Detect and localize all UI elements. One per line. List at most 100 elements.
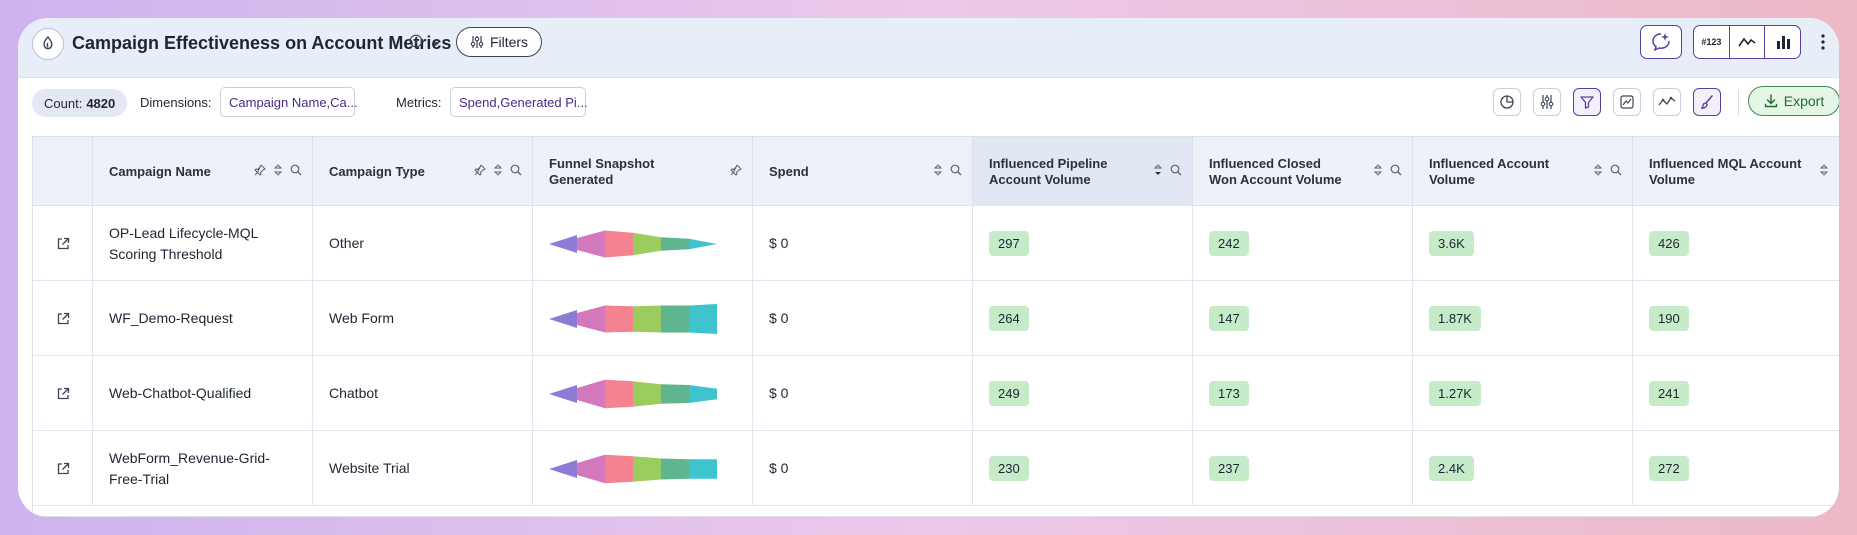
download-icon [1764, 94, 1777, 108]
influenced-mql-cell: 241 [1633, 356, 1839, 431]
external-link-icon[interactable] [56, 462, 70, 476]
sort-icon[interactable] [1594, 164, 1602, 176]
funnel-stage [605, 230, 633, 257]
filters-label: Filters [489, 34, 529, 50]
table-row[interactable]: WF_Demo-Request Web Form $ 0 264 147 1.87K 190 [33, 281, 1839, 356]
info-icon[interactable] [409, 34, 423, 53]
funnel-stage [661, 383, 689, 404]
pin-icon[interactable] [474, 164, 486, 176]
funnel-stage [633, 232, 661, 255]
external-link-icon[interactable] [56, 387, 70, 401]
metric-badge: 2.4K [1429, 456, 1474, 481]
pin-icon[interactable] [730, 164, 742, 176]
metrics-value: Spend,Generated Pi... [459, 94, 588, 110]
search-icon[interactable] [1390, 164, 1402, 176]
more-options-icon[interactable] [1816, 27, 1830, 57]
cell-text: Web Form [329, 310, 395, 326]
funnel-stage [605, 454, 633, 483]
chart-settings-icon[interactable] [1613, 88, 1641, 116]
campaign-type-cell: Other [313, 206, 533, 281]
sort-icon[interactable] [934, 164, 942, 176]
search-icon[interactable] [1610, 164, 1622, 176]
sort-icon[interactable] [1374, 164, 1382, 176]
visualization-switcher: #123 [1693, 25, 1801, 59]
metric-badge: 297 [989, 231, 1029, 256]
campaign-type-cell: Web Form [313, 281, 533, 356]
spend-cell: $ 0 [753, 206, 973, 281]
number-view-button[interactable]: #123 [1694, 26, 1730, 58]
pin-icon[interactable] [254, 164, 266, 176]
spend-cell: $ 0 [753, 431, 973, 506]
metrics-select[interactable]: Spend,Generated Pi... [450, 87, 588, 117]
metric-badge: 272 [1649, 456, 1689, 481]
filter-icon[interactable] [1573, 88, 1601, 116]
external-link-icon[interactable] [56, 237, 70, 251]
table-row[interactable]: WebForm_Revenue-Grid-Free-Trial Website T… [33, 431, 1839, 506]
data-table: Campaign Name Campaign Type Funnel Snaps… [32, 136, 1839, 517]
trend-line-icon[interactable] [1653, 88, 1681, 116]
header-cell-influenced-pipeline[interactable]: Influenced Pipeline Account Volume [973, 137, 1193, 206]
line-chart-view-button[interactable] [1730, 26, 1766, 58]
external-link-icon[interactable] [56, 312, 70, 326]
chevron-down-icon[interactable] [430, 36, 442, 54]
influenced-closed-won-cell: 237 [1193, 431, 1413, 506]
funnel-stage [577, 305, 605, 332]
ai-chat-button[interactable] [1640, 25, 1682, 59]
funnel-cell [533, 356, 753, 431]
metric-badge: 1.87K [1429, 306, 1481, 331]
header-cell-influenced-account[interactable]: Influenced Account Volume [1413, 137, 1633, 206]
funnel-stage [689, 384, 717, 403]
filters-button[interactable]: Filters [456, 27, 542, 57]
adjust-columns-icon[interactable] [1533, 88, 1561, 116]
header-cell-funnel-snapshot[interactable]: Funnel Snapshot Generated [533, 137, 753, 206]
header-cell-influenced-mql[interactable]: Influenced MQL Account Volume [1633, 137, 1839, 206]
funnel-cell [533, 281, 753, 356]
metric-badge: 249 [989, 381, 1029, 406]
spend-cell: $ 0 [753, 281, 973, 356]
metric-badge: 241 [1649, 381, 1689, 406]
header-cell-campaign-type[interactable]: Campaign Type [313, 137, 533, 206]
header-cell-influenced-closed-won[interactable]: Influenced Closed Won Account Volume [1193, 137, 1413, 206]
funnel-stage [549, 459, 577, 478]
pie-chart-tool-icon[interactable] [1493, 88, 1521, 116]
link-cell[interactable] [33, 281, 93, 356]
bar-chart-view-button[interactable] [1765, 26, 1800, 58]
funnel-stage [549, 309, 577, 328]
sort-icon[interactable] [494, 164, 502, 176]
search-icon[interactable] [1170, 164, 1182, 176]
funnel-snapshot-chart [549, 379, 717, 408]
link-cell[interactable] [33, 206, 93, 281]
header-cell-spend[interactable]: Spend [753, 137, 973, 206]
funnel-stage [661, 305, 689, 332]
sort-descending-icon[interactable] [1154, 164, 1162, 176]
metric-badge: 426 [1649, 231, 1689, 256]
influenced-account-cell: 2.4K [1413, 431, 1633, 506]
cell-text: Other [329, 235, 365, 251]
app-logo-icon[interactable] [32, 28, 64, 60]
table-row[interactable]: OP-Lead Lifecycle-MQL Scoring Threshold O… [33, 206, 1839, 281]
search-icon[interactable] [510, 164, 522, 176]
paint-brush-icon[interactable] [1693, 88, 1721, 116]
cell-text: WebForm_Revenue-Grid-Free-Trial [109, 449, 270, 487]
funnel-snapshot-chart [549, 454, 717, 483]
funnel-stage [577, 230, 605, 257]
table-row[interactable]: Web-Chatbot-Qualified Chatbot $ 0 249 173 1.2… [33, 356, 1839, 431]
funnel-stage [577, 379, 605, 408]
report-header: Campaign Effectiveness on Account Metric… [18, 18, 1839, 78]
influenced-mql-cell: 426 [1633, 206, 1839, 281]
header-cell-campaign-name[interactable]: Campaign Name [93, 137, 313, 206]
export-button[interactable]: Export [1748, 86, 1839, 116]
sort-icon[interactable] [274, 164, 282, 176]
sort-icon[interactable] [1820, 164, 1828, 176]
influenced-account-cell: 1.87K [1413, 281, 1633, 356]
search-icon[interactable] [290, 164, 302, 176]
cell-text: $ 0 [769, 385, 789, 401]
link-cell[interactable] [33, 356, 93, 431]
cell-text: $ 0 [769, 310, 789, 326]
search-icon[interactable] [950, 164, 962, 176]
campaign-name-cell: WebForm_Revenue-Grid-Free-Trial [93, 431, 313, 506]
link-cell[interactable] [33, 431, 93, 506]
dimensions-select[interactable]: Campaign Name,Ca... [220, 87, 358, 117]
funnel-stage [689, 458, 717, 479]
campaign-type-cell: Chatbot [313, 356, 533, 431]
